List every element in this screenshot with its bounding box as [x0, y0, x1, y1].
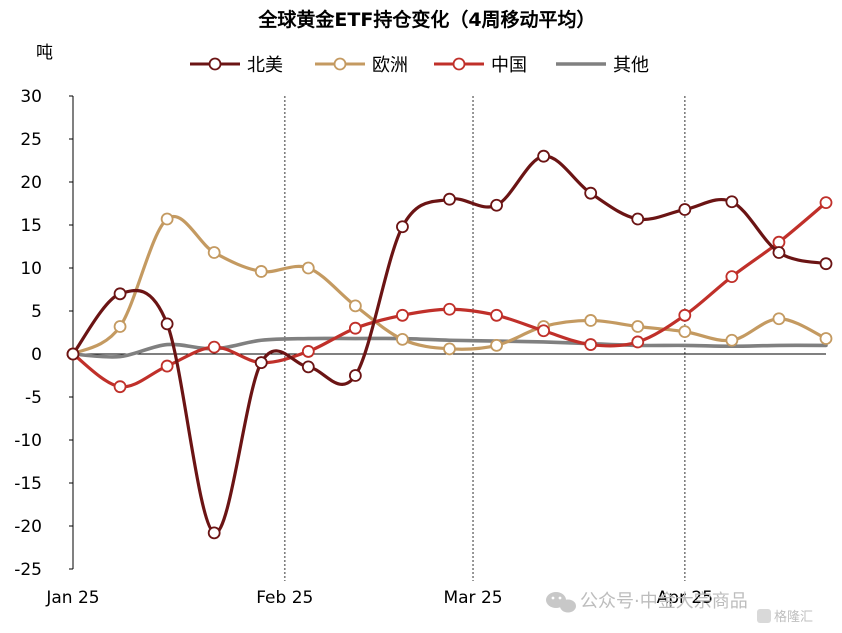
data-point [819, 257, 833, 271]
data-point [725, 195, 739, 209]
series-欧洲 [66, 212, 833, 361]
data-point [113, 320, 127, 333]
data-point [631, 320, 645, 333]
data-point [160, 317, 174, 331]
x-tick-label: Jan 25 [45, 588, 99, 608]
data-point [207, 246, 221, 259]
data-point [396, 308, 409, 322]
data-point [537, 324, 551, 338]
data-point [443, 192, 456, 206]
data-point [396, 332, 409, 346]
data-point [113, 287, 127, 301]
data-point [348, 299, 362, 313]
data-point [772, 246, 786, 259]
data-point [584, 338, 598, 351]
y-tick-labels: 30 25 20 15 10 5 0 -5 -10 -15 -20 -25 [14, 87, 42, 580]
series-北美 [66, 149, 833, 540]
data-point [490, 338, 503, 352]
watermark-badge: 格隆汇 [774, 609, 813, 625]
y-tick-label: 30 [20, 87, 42, 107]
legend-marker [452, 57, 466, 71]
data-point [348, 321, 362, 335]
data-point [254, 265, 268, 278]
y-tick-label: 5 [31, 302, 42, 322]
legend: 北美 欧洲 中国 其他 [190, 55, 649, 76]
data-point [490, 198, 503, 212]
month-dividers [283, 96, 686, 581]
y-tick-label: 0 [31, 345, 42, 365]
data-point [678, 325, 692, 339]
data-point [678, 203, 692, 216]
series-中国 [66, 196, 833, 394]
data-point [725, 333, 739, 347]
data-point [725, 270, 739, 284]
x-tick-label: Apr 25 [657, 588, 713, 608]
data-point [207, 526, 221, 540]
data-point [348, 369, 362, 382]
series-其他 [71, 336, 828, 359]
data-point [631, 335, 645, 349]
data-point [631, 212, 645, 226]
x-tick-labels: Jan 25 Feb 25 Mar 25 Apr 25 [45, 588, 713, 608]
y-tick-label: 25 [20, 130, 42, 150]
data-point [819, 196, 833, 210]
x-tick-label: Mar 25 [443, 588, 502, 608]
legend-marker [208, 57, 222, 71]
chart-title: 全球黄金ETF持仓变化（4周移动平均） [257, 8, 595, 31]
data-point [207, 340, 221, 354]
data-point [301, 345, 315, 358]
x-tick-label: Feb 25 [256, 588, 313, 608]
data-point [160, 359, 174, 373]
y-tick-label: 20 [20, 173, 42, 193]
data-point [443, 342, 456, 356]
y-tick-label: -15 [14, 474, 42, 494]
y-tick-label: -5 [25, 388, 42, 408]
legend-marker [333, 57, 347, 71]
legend-label: 北美 [247, 55, 283, 76]
data-point [678, 308, 692, 322]
legend-label: 其他 [613, 55, 649, 76]
data-point [160, 212, 174, 226]
legend-label: 中国 [491, 55, 527, 76]
axes [69, 95, 826, 570]
data-point [113, 380, 127, 394]
watermark-text: 公众号·中金大宗商品 [580, 591, 748, 612]
y-axis-unit: 吨 [36, 43, 53, 63]
data-point [584, 186, 598, 200]
data-point [490, 308, 503, 322]
data-point [537, 149, 551, 163]
watermark-badge-icon [757, 609, 771, 623]
data-point [443, 302, 456, 316]
data-point [301, 261, 315, 275]
y-tick-label: -10 [14, 431, 42, 451]
legend-item: 北美 [190, 55, 283, 76]
series-layer [66, 149, 833, 540]
wechat-icon [546, 592, 576, 613]
legend-item: 欧洲 [315, 55, 408, 76]
data-point [66, 347, 80, 361]
series-line [71, 215, 828, 356]
watermark: 公众号·中金大宗商品 格隆汇 [546, 591, 813, 625]
data-point [819, 332, 833, 345]
data-point [396, 220, 409, 234]
series-line [71, 201, 828, 389]
legend-item: 中国 [434, 55, 527, 76]
y-tick-label: 15 [20, 216, 42, 236]
data-point [254, 356, 268, 370]
data-point [584, 314, 598, 327]
data-point [772, 235, 786, 249]
legend-item: 其他 [556, 55, 649, 76]
y-tick-label: -25 [14, 560, 42, 580]
data-point [772, 312, 786, 326]
legend-label: 欧洲 [372, 55, 408, 76]
series-line [71, 336, 828, 359]
y-tick-label: 10 [20, 259, 42, 279]
data-point [301, 360, 315, 374]
y-tick-label: -20 [14, 517, 42, 537]
